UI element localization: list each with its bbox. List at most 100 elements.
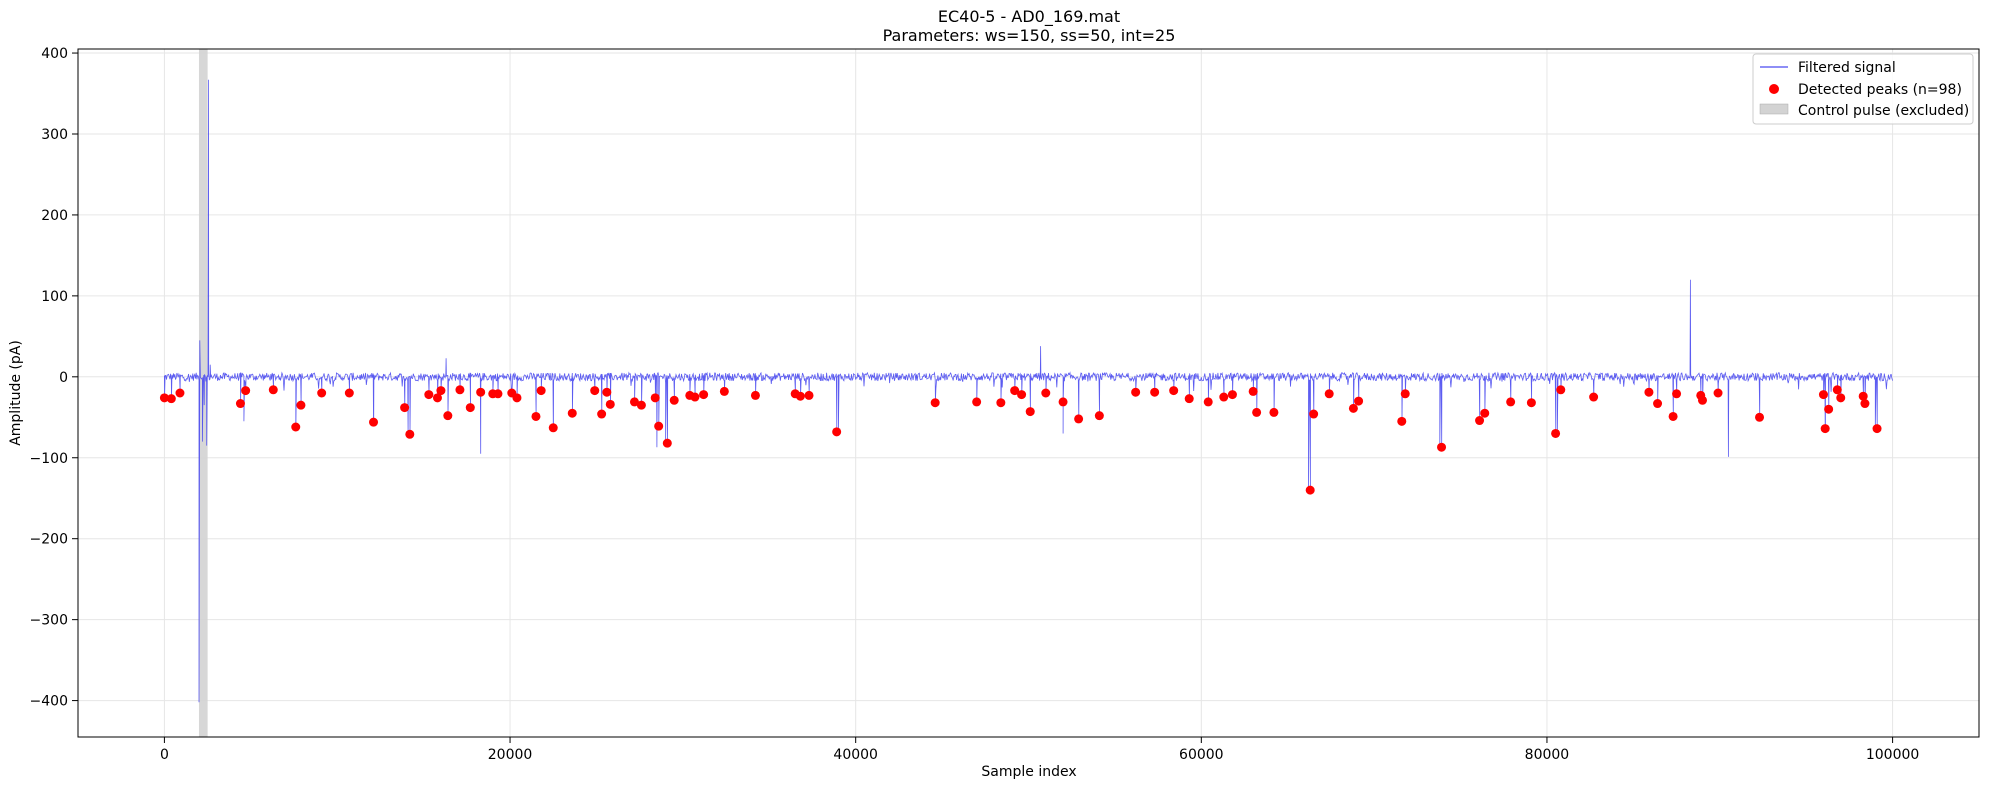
x-tick-label: 20000 [488,747,533,763]
peak-point [1480,408,1490,418]
x-axis: 0 20000 40000 60000 80000 100000 [160,737,1919,763]
legend-control-label: Control pulse (excluded) [1798,103,1969,119]
peaks-layer [159,385,1882,495]
peak-point [1305,485,1315,495]
peak-point [629,397,639,407]
peak-point [1058,397,1068,407]
peak-point [455,385,465,395]
peak-point [166,394,176,404]
y-tick-label: −200 [30,532,68,548]
peak-point [1269,407,1279,417]
legend-peaks-label: Detected peaks (n=98) [1798,82,1962,98]
peak-point [1437,442,1447,452]
peak-point [662,438,672,448]
chart-title: EC40-5 - AD0_169.mat [938,7,1120,27]
peak-point [531,411,541,421]
y-axis: −400 −300 −200 −100 0 100 200 300 400 [30,46,78,710]
peak-point [1713,388,1723,398]
peak-point [605,399,615,409]
peak-point [548,423,558,433]
peak-point [1697,395,1707,405]
x-tick-label: 100000 [1866,747,1919,763]
peak-point [590,386,600,396]
peak-point [832,427,842,437]
peak-point [1227,390,1237,400]
y-tick-label: 400 [41,46,68,62]
peak-point [1818,390,1828,400]
legend-signal-label: Filtered signal [1798,60,1896,76]
peak-point [493,389,503,399]
peak-point [996,398,1006,408]
peak-point [699,390,709,400]
peak-point [1820,424,1830,434]
peak-point [344,388,354,398]
peak-point [636,400,646,410]
peak-point [1644,387,1654,397]
peak-point [1219,392,1229,402]
grid [78,49,1979,737]
x-tick-label: 80000 [1525,747,1570,763]
x-tick-label: 60000 [1179,747,1224,763]
peak-point [930,398,940,408]
peak-point [597,409,607,419]
y-tick-label: 100 [41,289,68,305]
peak-point [1824,404,1834,414]
peak-point [650,393,660,403]
peak-point [424,390,434,400]
peak-point [1551,428,1561,438]
peak-point [1025,407,1035,417]
plot-frame [77,48,1980,738]
x-axis-label: Sample index [981,764,1076,780]
legend-control-swatch [1759,103,1789,115]
peak-point [1010,386,1020,396]
peak-point [1074,414,1084,424]
peak-point [1475,416,1485,426]
y-tick-label: 200 [41,208,68,224]
peak-point [1203,397,1213,407]
peak-point [317,388,327,398]
peak-point [175,388,185,398]
peak-point [1668,411,1678,421]
y-tick-label: −300 [30,613,68,629]
peak-point [654,421,664,431]
x-tick-label: 40000 [833,747,878,763]
peak-point [1131,387,1141,397]
peak-point [1248,386,1258,396]
peak-point [369,417,379,427]
peak-point [476,387,486,397]
y-axis-label: Amplitude (pA) [8,340,24,446]
peak-point [1309,409,1319,419]
peak-point [1150,387,1160,397]
peak-point [1755,412,1765,422]
peak-point [1169,386,1179,396]
peak-point [405,429,415,439]
peak-point [1589,392,1599,402]
peak-point [1252,407,1262,417]
y-tick-label: 300 [41,127,68,143]
peak-point [750,390,760,400]
peak-point [1324,389,1334,399]
peak-point [159,393,169,403]
peak-point [436,386,446,396]
peak-point [1348,403,1358,413]
peak-point [690,392,700,402]
legend: Filtered signal Detected peaks (n=98) Co… [1752,53,1974,125]
peak-point [972,397,982,407]
peak-point [719,386,729,396]
peak-point [536,386,546,396]
peak-point [1017,390,1027,400]
peak-point [1653,399,1663,409]
peak-point [268,385,278,395]
legend-frame [1752,53,1974,125]
peak-point [241,386,251,396]
peak-point [235,399,245,409]
signal-layer [164,79,1893,703]
peak-point [1400,389,1410,399]
peak-point [1858,391,1868,401]
peak-point [1836,393,1846,403]
peak-point [795,391,805,401]
peak-point [1832,385,1842,395]
peak-point [602,387,612,397]
peak-point [432,393,442,403]
peak-point [443,411,453,421]
